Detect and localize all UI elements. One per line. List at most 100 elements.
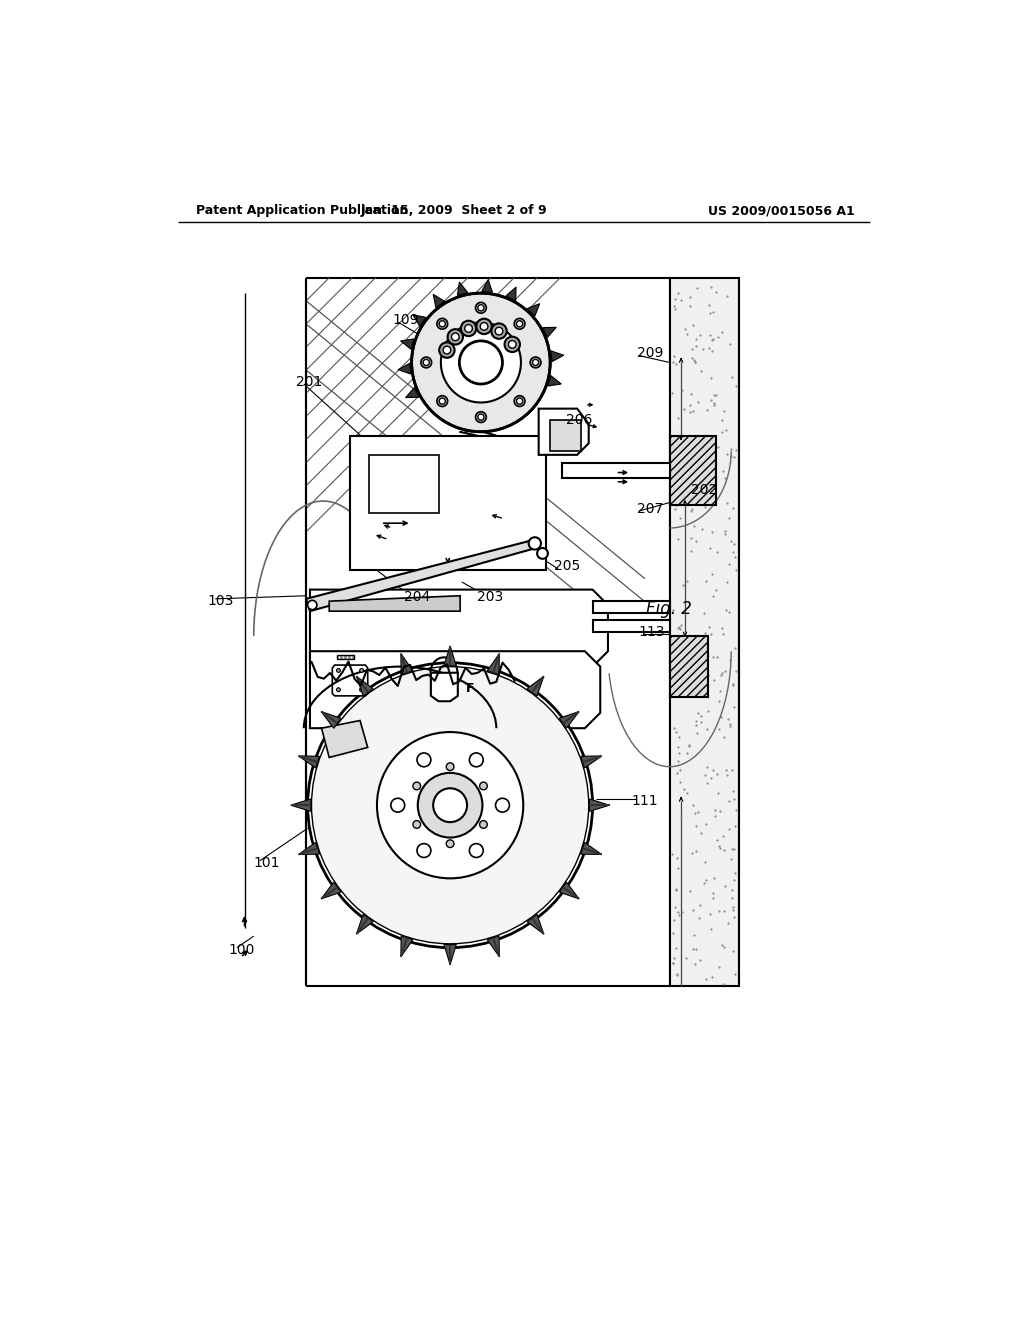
Polygon shape [593, 601, 670, 612]
Circle shape [480, 322, 487, 330]
Circle shape [469, 843, 483, 858]
Polygon shape [322, 721, 368, 758]
Circle shape [496, 799, 509, 812]
Polygon shape [330, 595, 460, 611]
Text: 205: 205 [554, 560, 581, 573]
Polygon shape [337, 655, 354, 659]
Polygon shape [559, 882, 579, 899]
Text: 111: 111 [631, 795, 657, 808]
Circle shape [514, 318, 525, 329]
Circle shape [492, 323, 507, 339]
Circle shape [478, 305, 484, 312]
Polygon shape [527, 304, 540, 317]
Polygon shape [548, 376, 561, 385]
Circle shape [377, 733, 523, 878]
Circle shape [514, 396, 525, 407]
Circle shape [446, 763, 454, 771]
Polygon shape [444, 945, 457, 965]
Circle shape [418, 774, 482, 838]
Text: 209: 209 [637, 346, 664, 360]
Polygon shape [356, 915, 373, 935]
Circle shape [417, 752, 431, 767]
Circle shape [337, 668, 340, 672]
Polygon shape [433, 294, 444, 308]
Polygon shape [562, 462, 670, 478]
Polygon shape [458, 282, 468, 296]
Polygon shape [299, 842, 319, 854]
Circle shape [412, 293, 550, 432]
Circle shape [417, 843, 431, 858]
Text: US 2009/0015056 A1: US 2009/0015056 A1 [708, 205, 855, 218]
Polygon shape [310, 651, 600, 729]
Circle shape [479, 781, 487, 789]
Polygon shape [398, 363, 411, 374]
Text: 100: 100 [228, 942, 255, 957]
Text: 206: 206 [565, 413, 592, 428]
Text: 101: 101 [254, 855, 281, 870]
Polygon shape [527, 915, 544, 935]
Polygon shape [322, 711, 341, 729]
Circle shape [311, 667, 589, 944]
Circle shape [439, 321, 445, 327]
Circle shape [391, 799, 404, 812]
Circle shape [538, 548, 548, 558]
Polygon shape [551, 351, 564, 362]
Circle shape [475, 302, 486, 313]
Circle shape [475, 412, 486, 422]
Polygon shape [593, 620, 670, 632]
Polygon shape [581, 842, 602, 854]
Polygon shape [431, 673, 458, 701]
Polygon shape [444, 645, 457, 665]
Polygon shape [406, 388, 419, 397]
Polygon shape [356, 676, 373, 696]
Circle shape [469, 752, 483, 767]
Polygon shape [487, 936, 500, 957]
Circle shape [528, 537, 541, 549]
Polygon shape [559, 711, 579, 729]
Circle shape [421, 358, 432, 368]
Circle shape [423, 359, 429, 366]
Text: 202: 202 [691, 483, 718, 496]
Circle shape [437, 318, 447, 329]
Circle shape [461, 321, 476, 337]
Polygon shape [590, 799, 609, 812]
Polygon shape [670, 436, 716, 506]
Polygon shape [299, 756, 319, 768]
Polygon shape [350, 436, 547, 570]
Polygon shape [310, 590, 608, 667]
Bar [370, 455, 438, 512]
Text: 201: 201 [296, 375, 323, 388]
Text: F: F [466, 681, 474, 694]
Polygon shape [481, 280, 493, 292]
Circle shape [307, 663, 593, 948]
Circle shape [505, 337, 520, 352]
Text: 103: 103 [208, 594, 233, 609]
Polygon shape [291, 799, 310, 812]
Circle shape [307, 601, 316, 610]
Polygon shape [322, 882, 341, 899]
Polygon shape [581, 756, 602, 768]
Bar [550, 420, 581, 451]
Circle shape [516, 399, 522, 404]
Circle shape [452, 333, 459, 341]
Text: Fig. 2: Fig. 2 [646, 599, 692, 618]
Polygon shape [400, 936, 413, 957]
Circle shape [359, 688, 364, 692]
Circle shape [413, 781, 421, 789]
Circle shape [439, 399, 445, 404]
Circle shape [443, 346, 451, 354]
Circle shape [532, 359, 539, 366]
Circle shape [465, 325, 472, 333]
Text: Jan. 15, 2009  Sheet 2 of 9: Jan. 15, 2009 Sheet 2 of 9 [360, 205, 547, 218]
Polygon shape [413, 314, 426, 326]
Polygon shape [506, 286, 516, 301]
Polygon shape [333, 665, 368, 696]
Text: Patent Application Publication: Patent Application Publication [196, 205, 409, 218]
Text: 109: 109 [392, 313, 419, 327]
Circle shape [460, 341, 503, 384]
Circle shape [496, 327, 503, 335]
Polygon shape [400, 339, 414, 350]
Circle shape [437, 396, 447, 407]
Circle shape [476, 318, 492, 334]
Circle shape [530, 358, 541, 368]
